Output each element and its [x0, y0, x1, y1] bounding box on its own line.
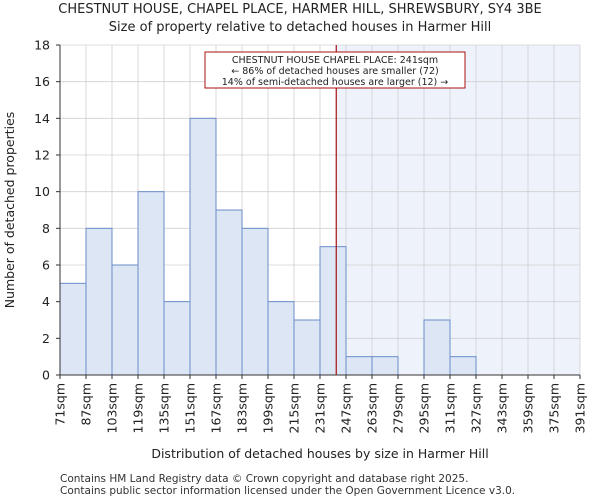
- bar: [85, 227, 113, 376]
- bar: [137, 191, 165, 376]
- bar: [59, 282, 87, 376]
- x-tick-label: 71sqm: [53, 383, 68, 426]
- y-tick-label: 12: [34, 148, 50, 163]
- footer-line-2: Contains public sector information licen…: [60, 485, 516, 497]
- x-tick-label: 359sqm: [521, 383, 536, 433]
- bar: [163, 301, 191, 376]
- y-tick-label: 16: [34, 74, 50, 89]
- x-axis-label: Distribution of detached houses by size …: [151, 446, 488, 461]
- x-tick-label: 375sqm: [547, 383, 562, 433]
- bar: [241, 227, 269, 376]
- bar: [423, 319, 451, 376]
- bar: [267, 301, 295, 376]
- x-tick-label: 119sqm: [131, 383, 146, 433]
- bar: [345, 356, 373, 376]
- bar: [293, 319, 321, 376]
- x-tick-label: 167sqm: [209, 383, 224, 433]
- y-tick-label: 10: [34, 184, 50, 199]
- annotation-frame: [204, 51, 466, 89]
- x-tick-label: 343sqm: [495, 383, 510, 433]
- bar: [371, 356, 399, 376]
- x-tick-label: 279sqm: [391, 383, 406, 433]
- x-tick-label: 103sqm: [105, 383, 120, 433]
- y-tick-label: 2: [42, 331, 50, 346]
- y-tick-label: 8: [42, 221, 50, 236]
- bar: [449, 356, 477, 376]
- chart-subtitle: Size of property relative to detached ho…: [108, 20, 492, 35]
- x-tick-label: 135sqm: [157, 383, 172, 433]
- chart-title: CHESTNUT HOUSE, CHAPEL PLACE, HARMER HIL…: [58, 2, 542, 17]
- annotation-line-3: 14% of semi-detached houses are larger (…: [222, 77, 449, 88]
- x-tick-label: 327sqm: [469, 383, 484, 433]
- annotation-box: CHESTNUT HOUSE CHAPEL PLACE: 241sqm ← 86…: [204, 51, 466, 89]
- bar: [111, 264, 139, 376]
- annotation-line-2: ← 86% of detached houses are smaller (72…: [231, 66, 438, 77]
- y-tick-label: 0: [42, 368, 50, 383]
- y-tick-label: 14: [34, 111, 50, 126]
- x-tick-label: 215sqm: [287, 383, 302, 433]
- bar: [189, 117, 217, 376]
- x-tick-label: 263sqm: [365, 383, 380, 433]
- bar: [215, 209, 243, 376]
- x-tick-label: 183sqm: [235, 383, 250, 433]
- x-tick-label: 87sqm: [79, 383, 94, 426]
- y-axis-label: Number of detached properties: [2, 112, 17, 309]
- x-tick-label: 247sqm: [339, 383, 354, 433]
- x-tick-label: 391sqm: [573, 383, 588, 433]
- y-tick-label: 4: [42, 294, 50, 309]
- bar-chart: 0 2 4 6 8 10 12 14 16 18 71sqm 87sqm 103sqm 119sqm 13…: [2, 38, 588, 462]
- x-tick-label: 151sqm: [183, 383, 198, 433]
- highlight-region: [336, 45, 580, 375]
- y-tick-label: 18: [34, 38, 50, 53]
- y-tick-label: 6: [42, 258, 50, 273]
- x-tick-label: 199sqm: [261, 383, 276, 433]
- x-tick-label: 295sqm: [417, 383, 432, 433]
- footer-line-1: Contains HM Land Registry data © Crown c…: [60, 473, 469, 485]
- x-tick-label: 311sqm: [443, 383, 458, 433]
- bar: [319, 246, 347, 376]
- x-tick-label: 231sqm: [313, 383, 328, 433]
- annotation-line-1: CHESTNUT HOUSE CHAPEL PLACE: 241sqm: [232, 55, 438, 66]
